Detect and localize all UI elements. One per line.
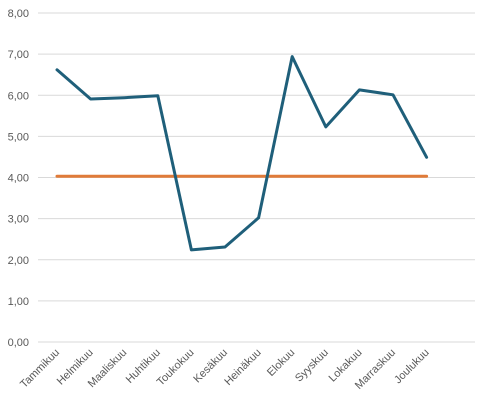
x-tick-label-0: Tammikuu xyxy=(18,347,62,391)
y-tick-label-3: 3,00 xyxy=(8,214,29,226)
y-tick-label-2: 2,00 xyxy=(8,255,29,267)
x-tick-label-8: Syyskuu xyxy=(293,347,331,385)
x-tick-label-6: Heinäkuu xyxy=(222,347,263,388)
x-tick-label-7: Elokuu xyxy=(265,347,297,379)
x-tick-label-11: Joulukuu xyxy=(392,347,432,387)
data-series xyxy=(55,55,429,252)
y-tick-label-6: 6,00 xyxy=(8,90,29,102)
y-tick-label-8: 8,00 xyxy=(8,8,29,20)
y-axis-tick-labels: 0,00 1,00 2,00 3,00 4,00 5,00 6,00 7,00 8,00 xyxy=(8,8,29,349)
x-tick-label-4: Toukokuu xyxy=(155,347,197,389)
y-tick-label-4: 4,00 xyxy=(8,173,29,185)
x-axis-tick-labels: TammikuuHelmikuuMaaliskuuHuhtikuuToukoku… xyxy=(18,347,432,392)
y-tick-label-7: 7,00 xyxy=(8,49,29,61)
y-tick-label-5: 5,00 xyxy=(8,131,29,143)
series-line-0 xyxy=(55,55,429,252)
y-tick-label-1: 1,00 xyxy=(8,296,29,308)
y-tick-label-0: 0,00 xyxy=(8,337,29,349)
